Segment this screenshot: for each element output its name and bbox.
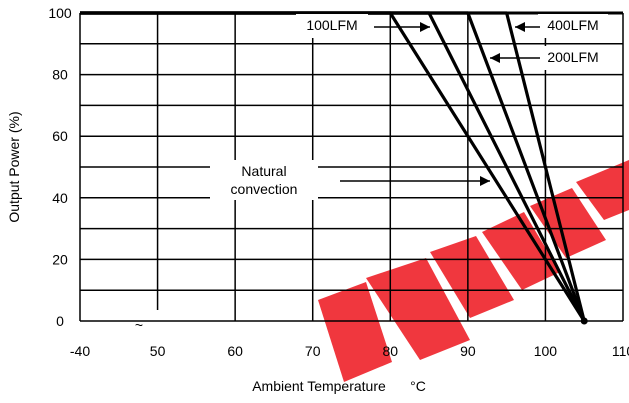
- x-tick-label: 100: [534, 343, 558, 359]
- y-tick-labels: 0 20 40 60 80 100: [48, 5, 72, 329]
- annotation-box: [538, 14, 608, 38]
- y-tick-label: 60: [52, 128, 68, 144]
- y-tick-label: 100: [48, 5, 72, 21]
- x-tick-label: 70: [305, 343, 321, 359]
- annotation-label: Natural: [241, 163, 286, 179]
- annotation-box: [210, 160, 318, 200]
- grid: [80, 13, 623, 321]
- y-tick-label: 80: [52, 67, 68, 83]
- annotation-label: 400LFM: [547, 17, 598, 33]
- x-axis-unit: °C: [410, 378, 426, 394]
- annotation-arrow-head: [490, 53, 500, 63]
- y-tick-label: 40: [52, 190, 68, 206]
- axis-break-symbol: ~: [135, 317, 143, 333]
- annotations: 100LFM 400LFM 200LFM Natural convection: [210, 14, 608, 200]
- y-tick-label: 20: [52, 251, 68, 267]
- x-tick-label: 50: [150, 343, 166, 359]
- x-axis-title: Ambient Temperature: [252, 378, 386, 394]
- annotation-box: [296, 14, 368, 38]
- x-tick-label: 90: [460, 343, 476, 359]
- watermark-logo: [318, 160, 629, 382]
- y-tick-label: 0: [56, 313, 64, 329]
- plot-frame: [79, 11, 624, 322]
- x-tick-label: 60: [227, 343, 243, 359]
- annotation-arrow-head: [515, 22, 525, 32]
- x-tick-label: -40: [70, 343, 90, 359]
- annotation-label: convection: [231, 181, 298, 197]
- x-tick-label: 80: [382, 343, 398, 359]
- x-tick-label: 110: [612, 343, 629, 359]
- annotation-arrow-head: [420, 22, 430, 32]
- series-layer: [80, 11, 588, 325]
- annotation-label: 100LFM: [306, 17, 357, 33]
- y-axis-title: Output Power (%): [6, 111, 22, 222]
- x-tick-labels: -40 50 60 70 80 90 100 110: [70, 343, 629, 359]
- annotation-box: [538, 46, 608, 70]
- annotation-arrow-head: [480, 176, 490, 186]
- annotation-label: 200LFM: [547, 49, 598, 65]
